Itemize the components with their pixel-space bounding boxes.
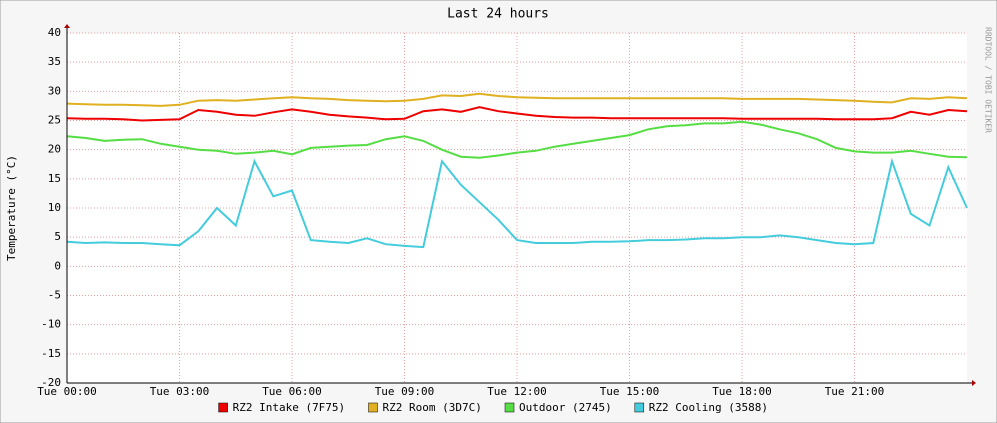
x-tick-label: Tue 12:00 xyxy=(487,385,547,398)
y-tick-label: -10 xyxy=(41,318,61,331)
y-tick-label: 20 xyxy=(48,143,61,156)
y-tick-label: -15 xyxy=(41,347,61,360)
legend-swatch xyxy=(218,402,228,413)
x-tick-label: Tue 03:00 xyxy=(150,385,210,398)
x-tick-label: Tue 18:00 xyxy=(712,385,772,398)
y-tick-label: 5 xyxy=(54,230,61,243)
y-tick-label: 35 xyxy=(48,55,61,68)
y-tick-label: -20 xyxy=(41,376,61,389)
legend-swatch xyxy=(368,402,378,413)
legend-swatch xyxy=(504,402,515,413)
y-tick-label: 10 xyxy=(48,201,61,214)
x-tick-label: Tue 21:00 xyxy=(825,385,885,398)
series-line xyxy=(66,157,968,249)
series-line xyxy=(66,120,968,159)
legend-label: RZ2 Room (3D7C) xyxy=(383,401,482,414)
y-tick-label: 15 xyxy=(48,172,61,185)
series-line xyxy=(66,92,968,107)
x-arrow xyxy=(972,380,976,386)
legend-swatch xyxy=(634,402,645,413)
y-tick-label: 30 xyxy=(48,84,61,97)
y-tick-label: -5 xyxy=(48,289,61,302)
x-tick-label: Tue 09:00 xyxy=(375,385,435,398)
y-tick-label: 40 xyxy=(48,26,61,39)
watermark: RRDTOOL / TOBI OETIKER xyxy=(984,27,993,133)
x-tick-label: Tue 15:00 xyxy=(600,385,660,398)
chart-title: Last 24 hours xyxy=(447,7,549,22)
y-arrow xyxy=(64,24,70,28)
y-tick-label: 0 xyxy=(54,259,61,272)
y-tick-label: 25 xyxy=(48,114,61,127)
legend-label: Outdoor (2745) xyxy=(519,401,612,414)
x-tick-label: Tue 06:00 xyxy=(262,385,322,398)
x-tick-label: Tue 00:00 xyxy=(37,385,97,398)
legend-label: RZ2 Intake (7F75) xyxy=(233,401,346,414)
y-axis-label: Temperature (°C) xyxy=(5,155,18,261)
legend-label: RZ2 Cooling (3588) xyxy=(649,401,768,414)
series-line xyxy=(66,106,968,122)
